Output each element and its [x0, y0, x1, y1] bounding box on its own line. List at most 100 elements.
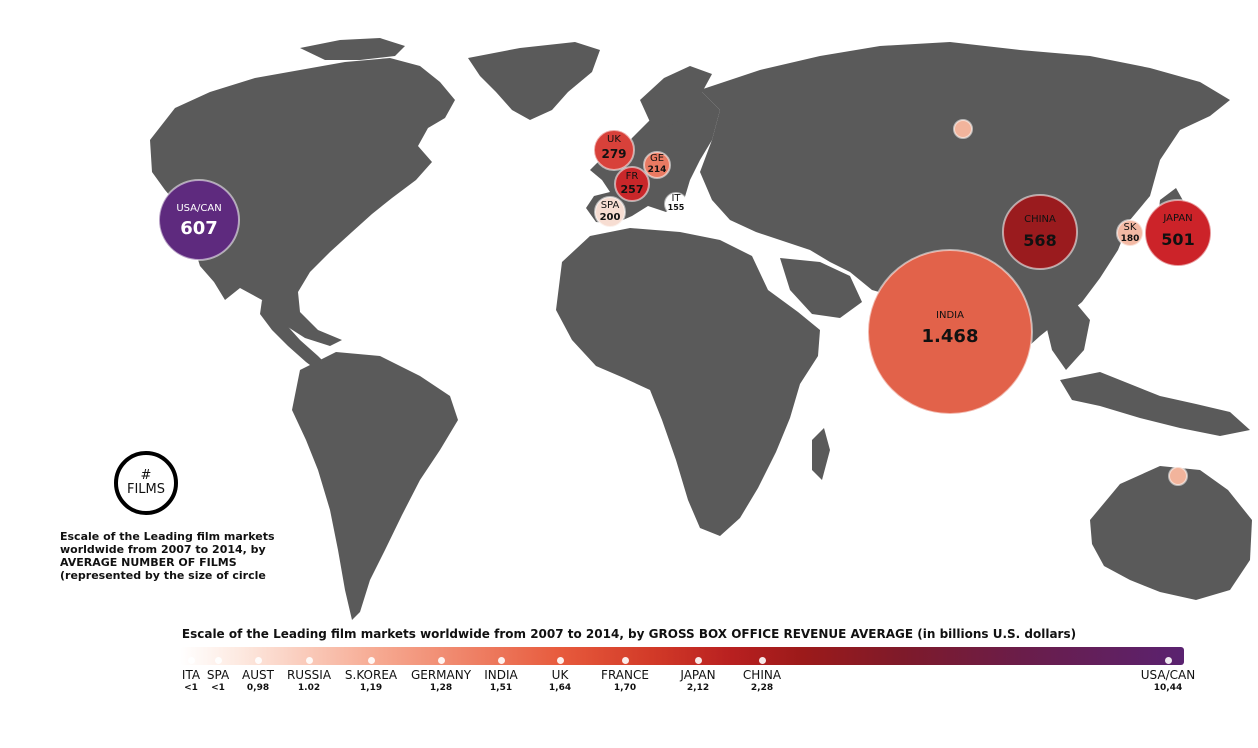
scale-tick-value: 1,28: [429, 683, 453, 693]
scale-tick-dot: [694, 657, 702, 664]
bubble-circle: [1168, 466, 1188, 486]
legend-symbol-hash: #: [140, 468, 152, 483]
scale-tick-label: RUSSIA 1.02: [287, 668, 331, 694]
bubble-film-count: 155: [668, 203, 685, 212]
scale-tick-label: GERMANY 1,28: [411, 668, 471, 694]
scale-tick-dot: [367, 657, 375, 664]
scale-tick-dot: [254, 657, 262, 664]
scale-tick-dot: [1164, 657, 1172, 664]
scale-tick-country: CHINA: [742, 668, 782, 682]
bubble-film-count: 200: [600, 212, 621, 223]
scale-tick-country: USA/CAN: [1140, 668, 1196, 682]
bubble-circle: [953, 119, 973, 139]
scale-tick-value: 0,98: [246, 683, 270, 693]
scale-tick-value: 1,51: [489, 683, 513, 693]
south-america-shape: [292, 352, 458, 620]
bubble-circle: [158, 179, 240, 261]
scale-tick-value: 1,70: [613, 683, 637, 693]
scale-tick-country: ITA: [181, 668, 201, 682]
greenland-shape: [468, 42, 600, 120]
scale-tick-label: CHINA 2,28: [743, 668, 781, 694]
bubble-film-count: 279: [601, 147, 626, 161]
australia-shape: [1090, 466, 1252, 600]
scale-tick-value: <1: [211, 683, 225, 693]
asia-shape: [700, 42, 1230, 364]
scale-tick-dot: [437, 657, 445, 664]
arctic-islands-shape: [300, 38, 405, 60]
bubble-circle: [867, 249, 1033, 415]
scandinavia-shape: [640, 66, 712, 128]
scale-tick-country: FRANCE: [601, 668, 649, 682]
scale-tick-value: 10,44: [1153, 683, 1183, 693]
bubble-circle: [1002, 194, 1078, 270]
bubble-unlabeled: [953, 119, 973, 139]
legend-line: (represented by the size of circle: [60, 569, 266, 582]
scale-tick-country: RUSSIA: [286, 668, 332, 682]
legend-line: Escale of the Leading film markets: [60, 530, 275, 543]
bubble-india: INDIA 1.468: [867, 249, 1033, 415]
scale-tick-country: INDIA: [484, 668, 518, 682]
legend-line: worldwide from 2007 to 2014, by: [60, 543, 266, 556]
bubble-country-label: SK: [1124, 222, 1137, 233]
bubble-country-label: JAPAN: [1162, 213, 1192, 224]
scale-tick-value: 2,28: [750, 683, 774, 693]
scale-tick-label: FRANCE 1,70: [601, 668, 649, 694]
scale-tick-label: AUST 0,98: [242, 668, 274, 694]
scale-tick-value: 1,19: [359, 683, 383, 693]
revenue-gradient-bar: [180, 647, 1184, 665]
bubble-circle: [593, 129, 635, 171]
scale-tick-dot: [497, 657, 505, 664]
bubble-usacan: USA/CAN 607: [158, 179, 240, 261]
bubble-circle: [643, 151, 671, 179]
scale-tick-dot: [621, 657, 629, 664]
legend-description: Escale of the Leading film markets world…: [60, 530, 310, 582]
bubble-film-count: 607: [180, 218, 218, 239]
scale-tick-label: SPA <1: [207, 668, 229, 694]
scale-tick-dot: [187, 657, 195, 664]
bubble-unlabeled: [1168, 466, 1188, 486]
bubble-circle: [614, 166, 650, 202]
arabia-shape: [780, 258, 862, 318]
revenue-scale-title: Escale of the Leading film markets world…: [181, 627, 1077, 641]
scale-tick-dot: [758, 657, 766, 664]
bubble-country-label: UK: [607, 134, 621, 145]
bubble-film-count: 214: [648, 165, 667, 175]
scale-tick-country: GERMANY: [410, 668, 472, 682]
madagascar-shape: [812, 428, 830, 480]
scale-tick-country: SPA: [206, 668, 230, 682]
bubble-japan: JAPAN 501: [1144, 199, 1212, 267]
land-masses: [150, 38, 1252, 620]
scale-tick-value: 1,64: [548, 683, 572, 693]
scale-tick-country: S.KOREA: [344, 668, 398, 682]
bubble-circle: [664, 192, 688, 216]
bubble-film-count: 501: [1161, 230, 1194, 249]
bubble-china: CHINA 568: [1002, 194, 1078, 270]
bubble-uk: UK 279: [593, 129, 635, 171]
southeast-asia-shape: [1040, 296, 1090, 370]
bubble-film-count: 1.468: [922, 326, 979, 347]
bubble-country-label: INDIA: [936, 310, 964, 321]
scale-tick-country: UK: [551, 668, 569, 682]
scale-tick-dot: [556, 657, 564, 664]
bubble-film-count: 180: [1121, 234, 1140, 244]
legend-circle-symbol: # FILMS: [114, 451, 178, 515]
bubble-country-label: USA/CAN: [176, 203, 221, 214]
bubble-film-count: 568: [1023, 231, 1056, 250]
legend-symbol-films: FILMS: [126, 482, 166, 497]
scale-tick-value: 2,12: [686, 683, 710, 693]
central-america-shape: [260, 300, 332, 374]
bubble-country-label: SPA: [601, 200, 620, 211]
scale-tick-value: 1.02: [297, 683, 321, 693]
scale-tick-dot: [305, 657, 313, 664]
north-america-shape: [150, 58, 455, 346]
scale-tick-label: S.KOREA 1,19: [345, 668, 397, 694]
bubble-country-label: GE: [650, 153, 664, 164]
bubble-country-label: IT: [671, 193, 681, 204]
